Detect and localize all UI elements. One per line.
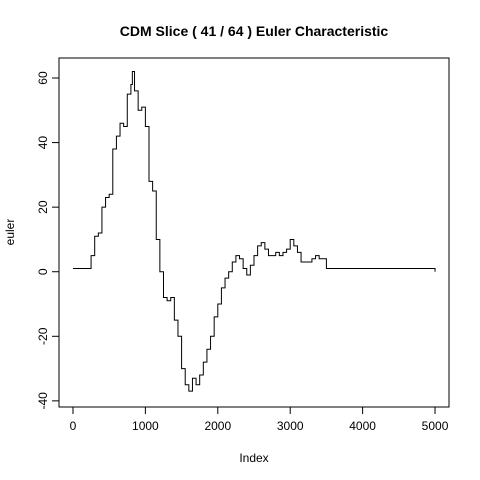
chart-title: CDM Slice ( 41 / 64 ) Euler Characterist… bbox=[120, 23, 389, 39]
x-tick-label: 4000 bbox=[349, 419, 376, 433]
x-tick-label: 3000 bbox=[277, 419, 304, 433]
y-tick-label: 20 bbox=[36, 200, 50, 214]
y-tick-label: 0 bbox=[36, 268, 50, 275]
x-tick-label: 0 bbox=[70, 419, 77, 433]
data-line bbox=[72, 71, 436, 392]
y-tick-label: 60 bbox=[36, 71, 50, 85]
x-tick-label: 2000 bbox=[204, 419, 231, 433]
y-tick-label: -20 bbox=[36, 327, 50, 345]
x-tick-label: 5000 bbox=[422, 419, 449, 433]
y-axis-label: euler bbox=[3, 219, 17, 246]
x-axis-label: Index bbox=[239, 451, 268, 465]
y-tick-label: 40 bbox=[36, 136, 50, 150]
y-tick-label: -40 bbox=[36, 392, 50, 410]
x-tick-label: 1000 bbox=[132, 419, 159, 433]
